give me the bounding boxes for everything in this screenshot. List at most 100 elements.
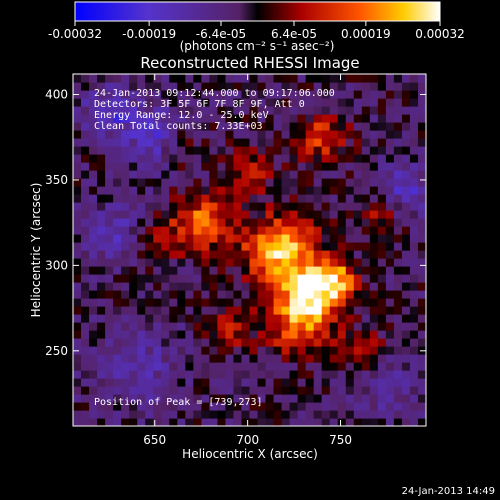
heatmap-cell xyxy=(329,298,339,307)
heatmap-cell xyxy=(409,410,419,419)
heatmap-cell xyxy=(265,378,275,387)
heatmap-cell xyxy=(385,114,395,123)
heatmap-cell xyxy=(233,274,243,283)
heatmap-cell xyxy=(193,130,202,139)
heatmap-cell xyxy=(257,266,267,275)
heatmap-cell xyxy=(153,362,162,371)
heatmap-cell xyxy=(209,378,219,387)
heatmap-cell xyxy=(73,354,82,363)
heatmap-cell xyxy=(345,378,355,387)
x-axis-ticks: 650 700 750 xyxy=(143,74,352,447)
heatmap-cell xyxy=(145,82,154,91)
heatmap-cell xyxy=(201,330,210,339)
heatmap-cell xyxy=(121,346,130,355)
heatmap-cell xyxy=(313,362,323,371)
heatmap-cell xyxy=(417,106,426,115)
heatmap-cell xyxy=(305,210,315,219)
heatmap-cell xyxy=(217,410,227,419)
heatmap-cell xyxy=(89,98,98,107)
heatmap-cell xyxy=(145,202,154,211)
heatmap-cell xyxy=(377,410,387,419)
heatmap-cell xyxy=(369,402,379,411)
heatmap-cell xyxy=(305,370,315,379)
heatmap-cell xyxy=(193,394,202,403)
heatmap-cell xyxy=(337,130,347,139)
heatmap-cell xyxy=(369,346,379,355)
heatmap-cell xyxy=(89,154,98,163)
heatmap-cell xyxy=(201,122,210,131)
heatmap-cell xyxy=(225,130,235,139)
heatmap-cell xyxy=(105,74,114,83)
heatmap-cell xyxy=(361,330,371,339)
heatmap-cell xyxy=(345,394,355,403)
heatmap-cell xyxy=(249,162,259,171)
heatmap-cell xyxy=(417,362,426,371)
heatmap-cell xyxy=(353,170,363,179)
heatmap-cell xyxy=(297,226,307,235)
heatmap-cell xyxy=(401,410,411,419)
heatmap-cell xyxy=(121,410,130,419)
heatmap-cell xyxy=(273,146,283,155)
heatmap-cell xyxy=(201,130,210,139)
heatmap-cell xyxy=(217,266,227,275)
heatmap-cell xyxy=(161,162,170,171)
heatmap-cell xyxy=(137,410,146,419)
heatmap-cell xyxy=(273,74,283,83)
heatmap-cell xyxy=(233,146,243,155)
heatmap-cell xyxy=(177,106,186,115)
heatmap-cell xyxy=(369,82,379,91)
heatmap-cell xyxy=(353,330,363,339)
heatmap-cell xyxy=(377,282,387,291)
heatmap-cell xyxy=(193,330,202,339)
heatmap-cell xyxy=(121,402,130,411)
heatmap-cell xyxy=(289,346,299,355)
heatmap-cell xyxy=(417,290,426,299)
heatmap-cell xyxy=(329,322,339,331)
heatmap-cell xyxy=(89,226,98,235)
heatmap-cell xyxy=(305,74,315,83)
heatmap-cell xyxy=(305,98,315,107)
heatmap-cell xyxy=(297,130,307,139)
heatmap-cell xyxy=(161,130,170,139)
heatmap-cell xyxy=(321,210,331,219)
heatmap-cell xyxy=(185,218,194,227)
heatmap-cell xyxy=(321,258,331,267)
heatmap-cell xyxy=(385,74,395,83)
heatmap-cell xyxy=(297,202,307,211)
heatmap-cell xyxy=(417,186,426,195)
heatmap-cell xyxy=(369,258,379,267)
heatmap-cell xyxy=(265,218,275,227)
heatmap-cell xyxy=(393,258,403,267)
heatmap-cell xyxy=(401,266,411,275)
heatmap-cell xyxy=(177,282,186,291)
heatmap-cell xyxy=(305,194,315,203)
heatmap-cell xyxy=(169,402,178,411)
heatmap-cell xyxy=(73,274,82,283)
heatmap-cell xyxy=(201,290,210,299)
heatmap-cell xyxy=(81,226,90,235)
heatmap-cell xyxy=(145,394,154,403)
heatmap-cell xyxy=(217,346,227,355)
heatmap-cell xyxy=(265,194,275,203)
heatmap-cell xyxy=(169,226,178,235)
heatmap-cell xyxy=(193,242,202,251)
heatmap-cell xyxy=(225,146,235,155)
heatmap-cell xyxy=(361,122,371,131)
heatmap-cell xyxy=(209,170,219,179)
heatmap-cell xyxy=(321,162,331,171)
heatmap-cell xyxy=(97,266,106,275)
heatmap-cell xyxy=(417,258,426,267)
heatmap-cell xyxy=(81,250,90,259)
heatmap-cell xyxy=(169,98,178,107)
heatmap-cell xyxy=(105,234,114,243)
heatmap-cell xyxy=(153,370,162,379)
heatmap-cell xyxy=(417,378,426,387)
heatmap-cell xyxy=(145,378,154,387)
heatmap-cell xyxy=(73,218,82,227)
heatmap-cell xyxy=(217,394,227,403)
heatmap-cell xyxy=(409,402,419,411)
heatmap-cell xyxy=(281,410,291,419)
heatmap-cell xyxy=(361,314,371,323)
heatmap-cell xyxy=(73,330,82,339)
heatmap-cell xyxy=(329,226,339,235)
